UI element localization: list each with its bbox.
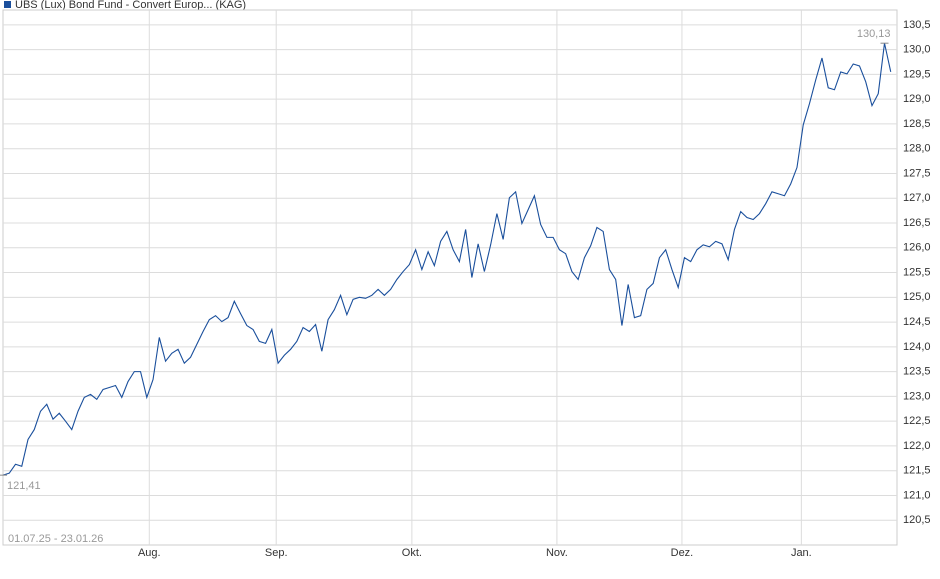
y-tick-label: 130,0 xyxy=(903,44,931,56)
price-line xyxy=(2,43,892,476)
x-tick-label: Jan. xyxy=(791,547,812,559)
y-tick-label: 128,5 xyxy=(903,118,931,130)
legend-swatch xyxy=(4,1,11,8)
x-tick-label: Okt. xyxy=(402,547,422,559)
y-tick-label: 123,0 xyxy=(903,390,931,402)
x-tick-label: Sep. xyxy=(265,547,288,559)
y-tick-label: 122,5 xyxy=(903,415,931,427)
value-label: 130,13 xyxy=(857,28,891,40)
y-tick-label: 121,5 xyxy=(903,465,931,477)
date-range: 01.07.25 - 23.01.26 xyxy=(8,533,103,545)
y-tick-label: 129,5 xyxy=(903,68,931,80)
y-tick-label: 124,5 xyxy=(903,316,931,328)
y-tick-label: 123,5 xyxy=(903,366,931,378)
y-tick-label: 126,0 xyxy=(903,242,931,254)
value-label: 121,41 xyxy=(7,480,41,492)
plot-frame xyxy=(2,9,898,546)
y-tick-label: 122,0 xyxy=(903,440,931,452)
y-tick-label: 125,5 xyxy=(903,266,931,278)
x-tick-label: Nov. xyxy=(546,547,568,559)
y-tick-label: 125,0 xyxy=(903,291,931,303)
x-tick-label: Dez. xyxy=(671,547,694,559)
y-tick-label: 127,0 xyxy=(903,192,931,204)
x-tick-label: Aug. xyxy=(138,547,161,559)
y-tick-label: 128,0 xyxy=(903,143,931,155)
y-tick-label: 126,5 xyxy=(903,217,931,229)
y-tick-label: 130,5 xyxy=(903,19,931,31)
legend-label: UBS (Lux) Bond Fund - Convert Europ... (… xyxy=(15,0,246,11)
y-tick-label: 127,5 xyxy=(903,167,931,179)
y-tick-label: 120,5 xyxy=(903,514,931,526)
y-tick-label: 124,0 xyxy=(903,341,931,353)
y-tick-label: 121,0 xyxy=(903,489,931,501)
y-tick-label: 129,0 xyxy=(903,93,931,105)
